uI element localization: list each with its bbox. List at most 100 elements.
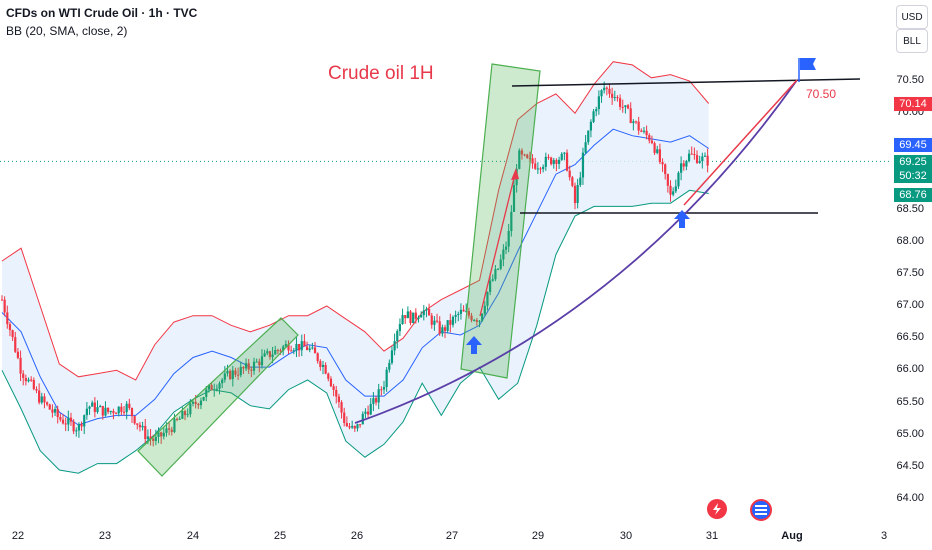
candle-body xyxy=(337,396,341,403)
candle-body xyxy=(404,315,407,319)
candle-body xyxy=(369,403,372,415)
candle-body xyxy=(661,162,664,165)
x-tick-label: 23 xyxy=(98,530,112,542)
candle-body xyxy=(8,324,12,331)
candle-body xyxy=(292,350,295,352)
candle-body xyxy=(178,418,181,420)
candle-body xyxy=(568,170,571,178)
x-tick-label: 27 xyxy=(445,530,459,542)
candle-body xyxy=(451,316,455,325)
candle-body xyxy=(372,398,375,404)
candle-body xyxy=(621,106,624,108)
candle-body xyxy=(550,157,553,165)
candle-body xyxy=(247,363,250,370)
candle-body xyxy=(481,313,484,321)
y-tick-label: 65.00 xyxy=(896,427,924,440)
candle-body xyxy=(616,97,619,99)
candle-body xyxy=(412,312,415,324)
candle-body xyxy=(221,379,224,384)
impulse-arrow xyxy=(479,169,517,317)
candle-body xyxy=(674,186,677,192)
candle-body xyxy=(603,87,606,91)
candle-body xyxy=(0,299,4,301)
candle-body xyxy=(313,347,317,354)
candle-body xyxy=(332,386,335,390)
candle-body xyxy=(144,425,147,440)
price-badge-text: 50:32 xyxy=(899,170,927,182)
candle-body xyxy=(152,438,155,441)
candle-body xyxy=(191,401,195,404)
candle-body xyxy=(91,402,94,407)
candle-body xyxy=(618,98,622,107)
us-economic-event-icon[interactable] xyxy=(750,499,772,521)
candle-body xyxy=(401,315,404,325)
candle-body xyxy=(422,310,425,316)
candle-body xyxy=(528,157,532,159)
candle-body xyxy=(276,350,279,352)
candle-body xyxy=(489,280,492,292)
candle-body xyxy=(637,121,640,131)
y-tick-label: 70.50 xyxy=(896,74,924,86)
x-tick-label: 30 xyxy=(619,530,633,542)
candle-body xyxy=(393,341,396,351)
uptrend-curve xyxy=(354,79,798,424)
candle-body xyxy=(361,413,364,425)
candle-body xyxy=(207,385,211,390)
candle-body xyxy=(154,436,157,441)
flash-event-icon[interactable] xyxy=(707,499,727,519)
y-tick-label: 65.50 xyxy=(896,395,924,408)
candle-body xyxy=(69,417,73,422)
candle-body xyxy=(80,424,83,427)
candle-body xyxy=(329,378,333,387)
candle-body xyxy=(565,152,569,171)
candle-body xyxy=(112,411,115,414)
candle-body xyxy=(205,389,208,397)
candle-body xyxy=(252,361,256,371)
candle-body xyxy=(552,160,555,165)
symbol-header[interactable]: CFDs on WTI Crude Oil · 1h · TVC xyxy=(6,6,198,20)
candle-body xyxy=(136,423,139,425)
candle-body xyxy=(430,315,433,325)
candle-body xyxy=(438,321,441,334)
bollinger-basis-line xyxy=(1,128,709,426)
candle-body xyxy=(38,390,41,403)
candle-body xyxy=(165,428,168,433)
candle-body xyxy=(478,320,481,322)
candle-body xyxy=(520,150,524,155)
candle-body xyxy=(59,417,62,420)
candle-body xyxy=(305,346,309,350)
candle-body xyxy=(321,364,325,367)
price-badge: 69.25 50:32 xyxy=(894,155,932,183)
candle-body xyxy=(499,259,502,269)
currency-button[interactable]: USD xyxy=(896,5,928,29)
candle-body xyxy=(656,149,659,153)
candle-body xyxy=(96,407,99,413)
candle-body xyxy=(343,412,346,424)
unit-button[interactable]: BLL xyxy=(896,29,928,53)
candle-body xyxy=(703,155,707,157)
candle-body xyxy=(441,327,444,334)
candle-body xyxy=(685,161,688,167)
candle-body xyxy=(526,154,529,158)
candle-body xyxy=(682,163,685,167)
candle-body xyxy=(3,299,6,313)
candle-body xyxy=(542,166,545,170)
candle-body xyxy=(244,363,248,369)
price-badge-text: 70.14 xyxy=(899,98,927,110)
candle-body xyxy=(56,409,59,418)
candle-body xyxy=(125,403,128,413)
x-tick-label: 3 xyxy=(880,530,888,542)
indicator-label[interactable]: BB (20, SMA, close, 2) xyxy=(6,24,128,38)
candle-body xyxy=(64,423,67,425)
candle-body xyxy=(138,424,142,428)
candle-body xyxy=(366,411,370,415)
candle-body xyxy=(133,416,136,424)
candle-body xyxy=(255,361,258,363)
candle-body xyxy=(693,153,696,156)
candle-body xyxy=(557,159,561,164)
candle-body xyxy=(581,152,585,178)
candle-body xyxy=(128,403,131,409)
candle-body xyxy=(632,121,635,124)
y-tick-label: 67.50 xyxy=(896,266,924,279)
